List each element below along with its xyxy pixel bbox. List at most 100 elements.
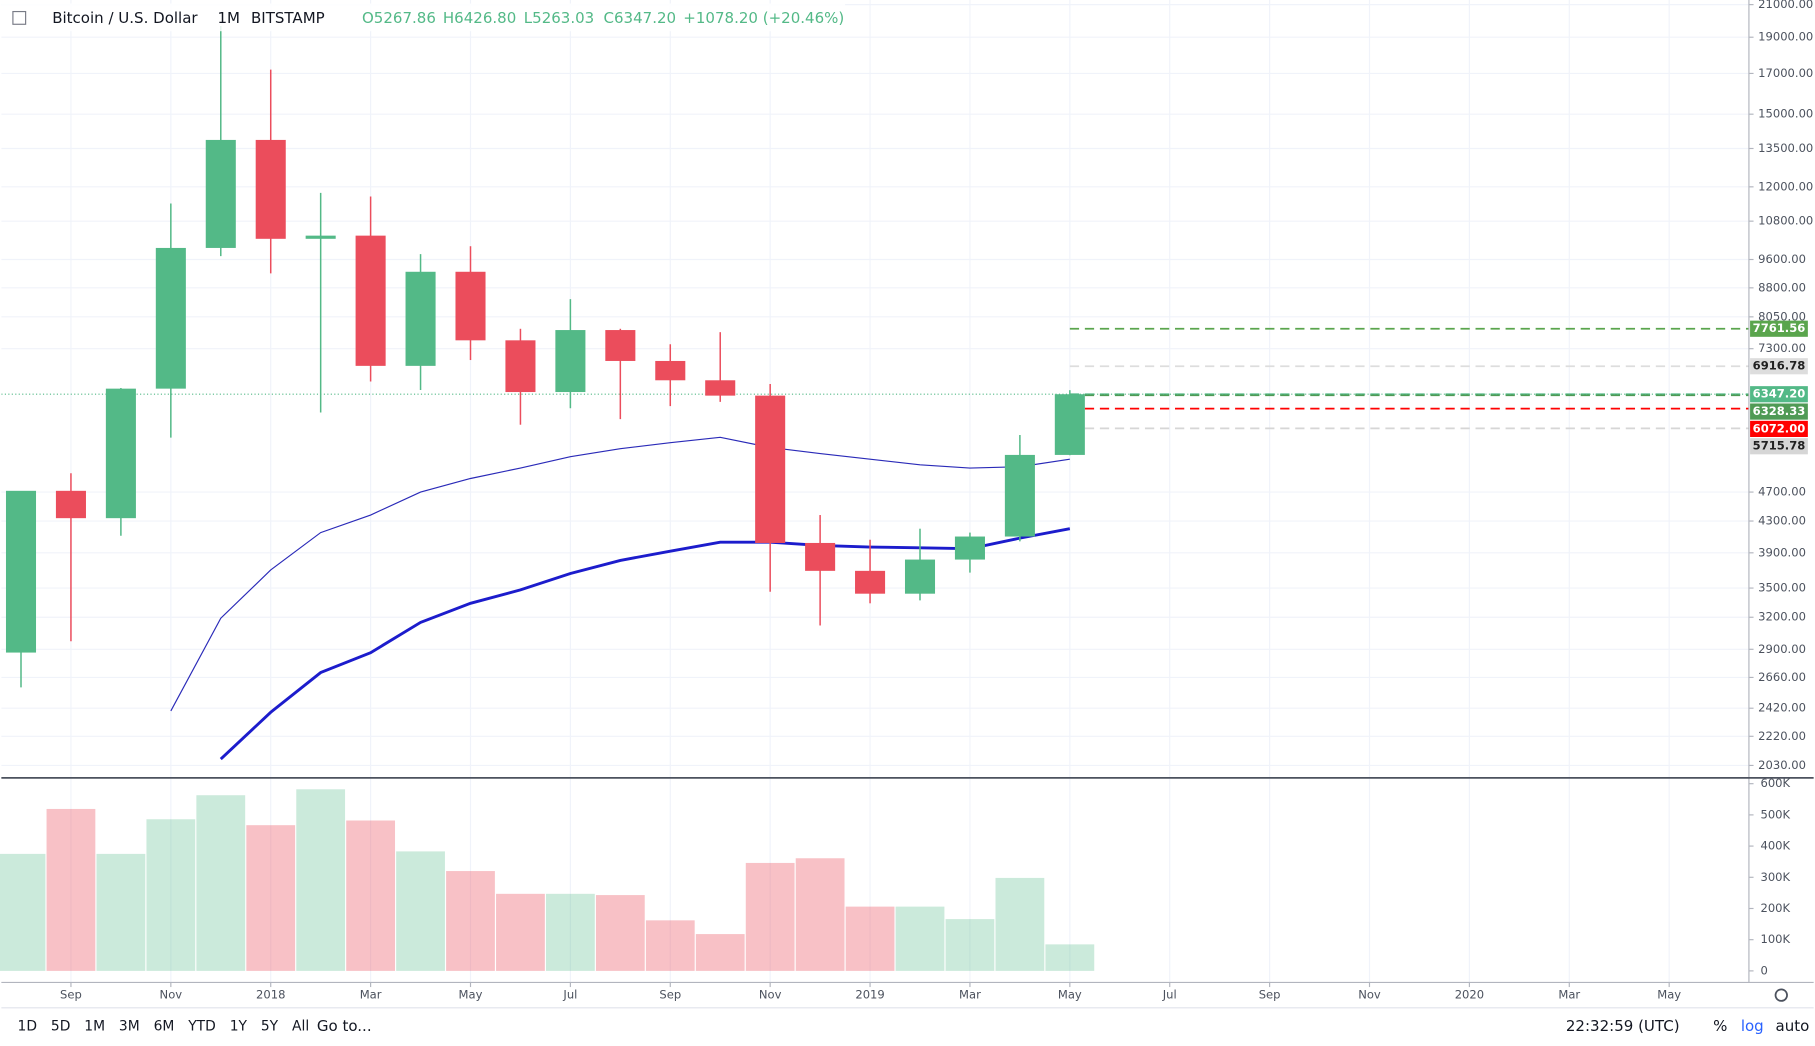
x-tick-label: Sep: [659, 988, 681, 1002]
candle-body: [305, 235, 336, 239]
percent-toggle[interactable]: %: [1713, 1017, 1727, 1035]
volume-bar: [196, 795, 246, 971]
volume-bar: [895, 906, 945, 971]
price-label: 6347.20: [1753, 387, 1806, 401]
candle-body: [555, 330, 586, 393]
volume-bar: [595, 895, 645, 971]
y-tick-label: 9600.00: [1758, 252, 1806, 266]
range-button[interactable]: 3M: [119, 1018, 140, 1034]
volume-tick-label: 200K: [1760, 901, 1790, 915]
exchange[interactable]: BITSTAMP: [251, 9, 325, 27]
y-tick-label: 19000.00: [1758, 30, 1813, 44]
candle-body: [1054, 394, 1085, 455]
x-tick-label: Jul: [562, 988, 577, 1002]
candle-body: [655, 360, 686, 381]
x-tick-label: 2019: [855, 988, 884, 1002]
range-button[interactable]: 6M: [154, 1018, 175, 1034]
volume-bar: [46, 808, 96, 971]
volume-bar: [396, 851, 445, 971]
x-tick-label: Mar: [360, 988, 382, 1002]
settings-icon[interactable]: [1774, 988, 1788, 1002]
x-tick-label: May: [1657, 988, 1681, 1002]
price-label-bg: [1750, 403, 1808, 420]
volume-bar: [695, 934, 745, 971]
range-button[interactable]: YTD: [187, 1018, 216, 1034]
y-tick-label: 13500.00: [1758, 141, 1813, 155]
volume-tick-label: 600K: [1760, 776, 1790, 790]
volume-bar: [745, 862, 795, 971]
range-button[interactable]: 1M: [84, 1018, 105, 1034]
y-tick-label: 8800.00: [1758, 280, 1806, 294]
volume-bar: [0, 853, 46, 971]
y-tick-label: 21000.00: [1758, 0, 1813, 11]
x-tick-label: 2018: [256, 988, 285, 1002]
price-label: 7761.56: [1753, 321, 1806, 335]
y-tick-label: 3900.00: [1758, 545, 1806, 559]
interval[interactable]: 1M: [217, 9, 240, 27]
volume-bar: [496, 893, 545, 971]
expand-icon[interactable]: [12, 10, 27, 25]
volume-bar: [645, 920, 695, 971]
candle-body: [755, 395, 786, 543]
volume-bar: [1045, 944, 1095, 971]
price-label: 6072.00: [1753, 421, 1806, 435]
price-label: 6916.78: [1753, 359, 1806, 373]
candle-body: [455, 271, 486, 341]
header: Bitcoin / U.S. Dollar 1M BITSTAMP O5267.…: [1, 3, 846, 32]
x-tick-label: Jul: [1162, 988, 1177, 1002]
volume-bar: [446, 871, 495, 971]
y-tick-label: 12000.00: [1758, 179, 1813, 193]
volume-bar: [296, 789, 346, 971]
range-button[interactable]: All: [292, 1018, 309, 1034]
goto[interactable]: Go to...: [317, 1017, 372, 1035]
candle-body: [355, 235, 386, 366]
y-tick-label: 2420.00: [1758, 701, 1806, 715]
x-tick-label: Mar: [959, 988, 981, 1002]
y-tick-label: 3500.00: [1758, 581, 1806, 595]
range-button[interactable]: 1D: [18, 1018, 38, 1034]
y-tick-label: 8050.00: [1758, 309, 1806, 323]
volume-bar: [246, 825, 296, 971]
volume-tick-label: 100K: [1760, 932, 1790, 946]
volume-bar: [545, 893, 595, 971]
y-tick-label: 4300.00: [1758, 514, 1806, 528]
price-label-bg: [1750, 386, 1808, 403]
y-tick-label: 2030.00: [1758, 758, 1806, 772]
axes: 21000.00 19000.00 17000.00 15000.00 13500.00…: [60, 0, 1813, 1002]
range-button[interactable]: 5Y: [261, 1018, 279, 1034]
x-tick-label: Nov: [759, 988, 782, 1002]
range-button[interactable]: 5D: [51, 1018, 71, 1034]
symbol[interactable]: Bitcoin / U.S. Dollar: [52, 9, 198, 27]
candle-body: [205, 139, 236, 248]
moving-average: [219, 527, 1071, 761]
x-tick-label: 2020: [1455, 988, 1484, 1002]
y-tick-label: 3200.00: [1758, 610, 1806, 624]
ohlc-close: C6347.20: [604, 9, 677, 27]
auto-toggle[interactable]: auto: [1776, 1017, 1810, 1035]
x-tick-label: Mar: [1558, 988, 1580, 1002]
price-label: 6328.33: [1753, 404, 1806, 418]
log-toggle[interactable]: log: [1741, 1017, 1764, 1035]
y-tick-label: 4700.00: [1758, 485, 1806, 499]
x-tick-label: Sep: [1259, 988, 1281, 1002]
x-tick-label: May: [459, 988, 483, 1002]
ohlc-open: O5267.86: [362, 9, 436, 27]
candle-body: [904, 559, 936, 594]
volume-bar: [146, 819, 196, 971]
y-tick-label: 15000.00: [1758, 107, 1813, 121]
ohlc-high: H6426.80: [443, 9, 516, 27]
candle-body: [705, 380, 736, 396]
volume-bar: [995, 877, 1045, 971]
header-bg: [1, 3, 846, 32]
volume-tick-label: 400K: [1760, 839, 1790, 853]
candle-body: [105, 388, 136, 519]
y-tick-label: 2660.00: [1758, 670, 1806, 684]
ohlc-low: L5263.03: [524, 9, 594, 27]
volume-pane: [0, 789, 1095, 971]
y-tick-label: 17000.00: [1758, 66, 1813, 80]
range-button[interactable]: 1Y: [230, 1018, 248, 1034]
toolbar: Go to... 22:32:59 (UTC) % log auto 1D 5D 1…: [18, 988, 1810, 1035]
volume-bar: [795, 858, 845, 971]
y-tick-label: 2900.00: [1758, 642, 1806, 656]
